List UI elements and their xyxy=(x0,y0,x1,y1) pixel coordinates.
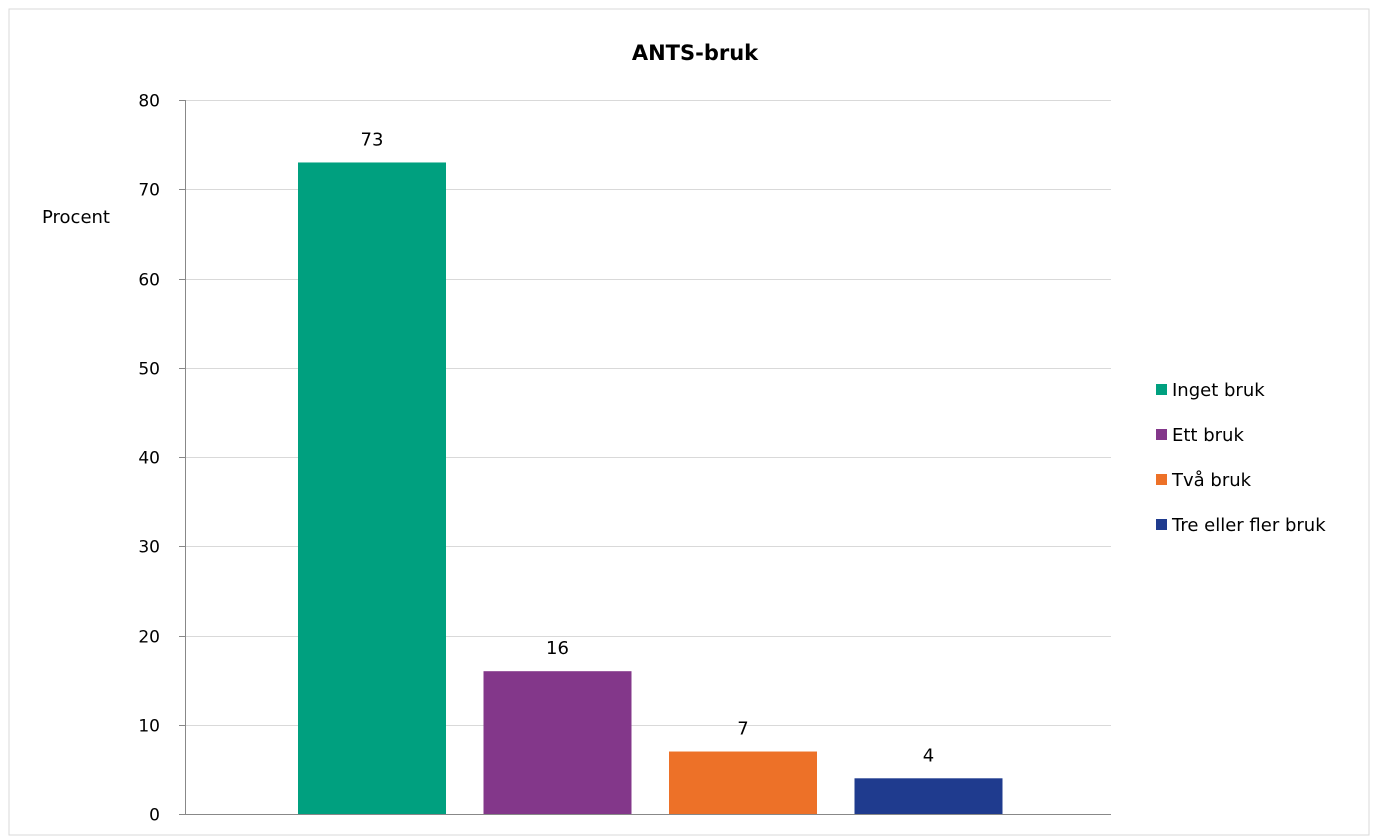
bar-inget-bruk xyxy=(298,162,446,815)
y-tick-label: 20 xyxy=(138,628,160,648)
bar-tv-bruk xyxy=(669,751,817,814)
y-tick-label: 0 xyxy=(149,806,160,826)
legend-swatch xyxy=(1156,429,1167,440)
data-label: 4 xyxy=(923,745,934,766)
y-tick-label: 40 xyxy=(138,449,160,469)
legend-swatch xyxy=(1156,384,1167,395)
legend-swatch xyxy=(1156,474,1167,485)
bars xyxy=(298,162,1003,815)
bar-ett-bruk xyxy=(483,671,632,814)
y-tick-label: 80 xyxy=(138,92,160,112)
y-axis-label: Procent xyxy=(42,207,110,228)
data-labels: 73 16 7 4 xyxy=(361,129,935,766)
legend-entry: Tre eller fler bruk xyxy=(1171,515,1326,536)
chart-border xyxy=(8,8,1370,836)
axes xyxy=(179,100,1111,815)
data-label: 16 xyxy=(546,638,569,659)
legend: Inget bruk Ett bruk Två bruk Tre eller fler… xyxy=(1156,380,1326,536)
chart-title: ANTS-bruk xyxy=(632,41,759,65)
y-tick-label: 30 xyxy=(138,538,160,558)
y-tick-label: 60 xyxy=(138,271,160,291)
data-label: 73 xyxy=(361,129,384,150)
y-tick-label: 50 xyxy=(138,360,160,380)
y-tick-label: 70 xyxy=(138,181,160,201)
y-tick-label: 10 xyxy=(138,717,160,737)
legend-entry: Två bruk xyxy=(1171,470,1252,491)
y-tick-labels: 0 10 20 30 40 50 60 70 80 xyxy=(138,92,160,826)
legend-swatch xyxy=(1156,519,1167,530)
legend-entry: Ett bruk xyxy=(1172,425,1244,446)
legend-entry: Inget bruk xyxy=(1172,380,1265,401)
bar-tre-eller-fler-bruk xyxy=(854,778,1003,814)
data-label: 7 xyxy=(737,719,748,740)
